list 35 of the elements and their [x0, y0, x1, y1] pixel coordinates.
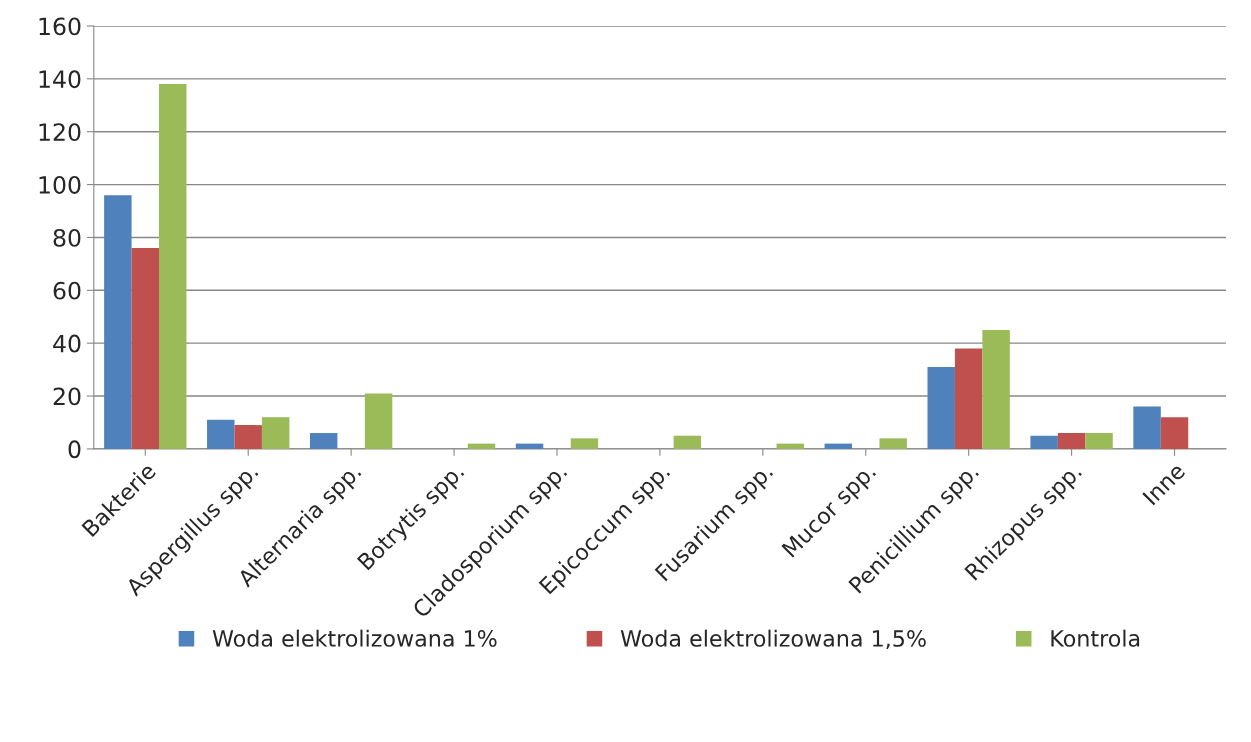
bar [159, 84, 187, 449]
bar [954, 348, 983, 449]
bar [1057, 433, 1086, 449]
y-tick-label: 160 [39, 17, 81, 36]
bar [1133, 406, 1161, 449]
y-tick-label: 80 [53, 228, 81, 247]
legend-label: Woda elektrolizowana 1% [212, 629, 497, 647]
bar [824, 443, 853, 449]
bar [1030, 435, 1058, 449]
legend-label: Kontrola [1051, 629, 1140, 647]
y-tick-label: 40 [53, 334, 81, 353]
bar [673, 435, 702, 449]
bar [131, 248, 160, 449]
bar [104, 195, 132, 449]
legend-label: Woda elektrolizowana 1,5% [620, 629, 926, 650]
y-tick-label: 20 [53, 387, 81, 406]
y-tick-label: 0 [68, 440, 81, 459]
bar [570, 438, 599, 449]
bar [261, 417, 290, 449]
bar [982, 329, 1010, 449]
bar [1085, 433, 1113, 449]
bar [879, 438, 907, 449]
bar [515, 443, 544, 449]
y-tick-label: 100 [39, 176, 81, 194]
y-tick-label: 140 [39, 70, 81, 89]
y-tick-label: 60 [53, 281, 81, 300]
bar [207, 419, 235, 449]
y-tick-label: 120 [39, 123, 81, 142]
bar [1160, 417, 1189, 449]
bar [927, 366, 955, 449]
bar [776, 443, 804, 449]
bar [234, 425, 262, 449]
bar [467, 443, 496, 449]
bar [309, 433, 338, 449]
bar [364, 393, 393, 449]
